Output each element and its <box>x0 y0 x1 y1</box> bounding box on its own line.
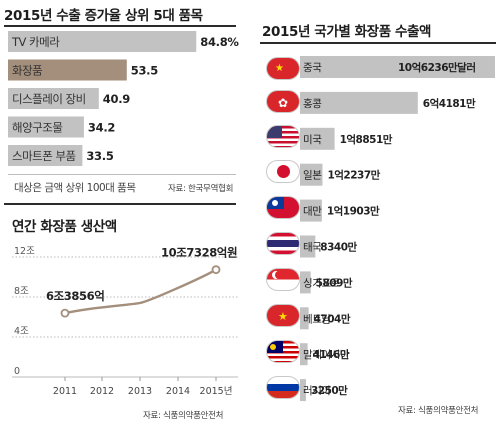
country-name-label: 홍콩 <box>303 97 322 110</box>
country-value-label: 3250만 <box>311 384 348 397</box>
growth-category-label: 화장품 <box>12 64 42 78</box>
growth-category-label: 디스플레이 장비 <box>12 92 86 106</box>
country-value-label: 10억6236만달러 <box>398 61 475 74</box>
line-y-tick-label: 4조 <box>14 326 29 337</box>
country-value-label: 4704만 <box>314 312 351 325</box>
export-growth-note: 대상은 금액 상위 100대 품목 <box>14 182 136 194</box>
line-x-tick-label: 2013 <box>128 386 152 397</box>
taiwan-flag-icon <box>266 196 300 219</box>
section-divider-rule <box>4 203 236 205</box>
country-export-title: 2015년 국가별 화장품 수출액 <box>262 24 432 40</box>
vietnam-flag-icon: ★ <box>266 304 300 327</box>
country-name-label: 중국 <box>303 62 322 74</box>
cosmetics-production-line-chart: 0 4조 8조 12조 2011 2012 2013 2014 2015년 6조3856억 10조7… <box>12 246 238 397</box>
growth-category-label: 스마트폰 부품 <box>12 149 76 163</box>
line-y-tick-label: 12조 <box>14 246 35 257</box>
growth-value-label: 34.2 <box>88 121 115 135</box>
growth-value-label: 53.5 <box>131 64 158 78</box>
growth-bar <box>8 31 197 52</box>
production-trend-line <box>64 268 217 315</box>
growth-bar <box>8 116 84 138</box>
cosmetics-production-title: 연간 화장품 생산액 <box>12 219 117 235</box>
export-growth-source: 자료: 한국무역협회 <box>168 184 234 194</box>
growth-category-label: TV 카메라 <box>11 35 60 49</box>
country-export-source: 자료: 식품의약품안전처 <box>398 406 479 416</box>
growth-value-label: 33.5 <box>86 149 113 163</box>
line-x-tick-label: 2014 <box>166 386 190 397</box>
country-bar <box>300 163 323 186</box>
country-value-label: 4146만 <box>313 348 350 361</box>
export-growth-title-rule <box>4 25 236 27</box>
country-bar <box>300 127 335 150</box>
line-y-tick-label: 0 <box>14 366 20 377</box>
country-value-label: 6억4181만 <box>423 97 476 110</box>
country-name-label: 미국 <box>303 134 322 146</box>
country-value-label: 1억2237만 <box>327 169 380 182</box>
country-name-label: 일본 <box>303 169 322 182</box>
country-bar <box>300 235 316 258</box>
export-growth-bottom-rule <box>8 174 236 175</box>
country-bar <box>300 199 322 222</box>
country-name-label: 태국 <box>303 242 322 254</box>
svg-text:✿: ✿ <box>278 96 288 110</box>
thailand-flag-icon <box>266 232 300 255</box>
production-end-annotation: 10조7328억원 <box>161 246 237 260</box>
production-point <box>60 308 70 318</box>
usa-flag-icon <box>266 125 300 148</box>
country-value-label: 5809만 <box>316 276 353 289</box>
growth-bar <box>8 145 83 166</box>
malaysia-flag-icon <box>266 340 300 363</box>
production-start-annotation: 6조3856억 <box>46 289 104 303</box>
export-growth-title: 2015년 수출 증가율 상위 5대 품목 <box>4 8 203 24</box>
country-value-label: 1억8851만 <box>340 133 393 146</box>
svg-text:★: ★ <box>278 310 288 323</box>
country-name-label: 베트남 <box>303 313 332 325</box>
growth-bar <box>8 59 127 81</box>
line-x-tick-label: 2011 <box>53 386 77 397</box>
line-y-tick-label: 8조 <box>14 286 29 297</box>
china-flag-icon: ★ <box>266 57 300 80</box>
production-point <box>211 265 221 275</box>
export-growth-bar-chart: TV 카메라 84.8% 화장품 53.5 디스플레이 장비 40.9 해양구조물 34.2 스… <box>8 31 240 166</box>
country-name-label: 대만 <box>303 206 322 218</box>
country-bar <box>300 271 311 294</box>
growth-category-label: 해양구조물 <box>12 121 62 135</box>
country-bar <box>300 91 418 114</box>
country-name-label: 말레이시아 <box>303 349 350 361</box>
country-name-label: 러시아 <box>303 385 332 397</box>
hong-kong-flag-icon: ✿ <box>266 90 300 113</box>
line-x-tick-label: 2015년 <box>200 386 233 397</box>
singapore-flag-icon <box>266 268 300 291</box>
country-value-label: 1억1903만 <box>327 205 380 218</box>
country-export-title-rule <box>260 42 496 44</box>
country-value-label: 8340만 <box>320 241 357 254</box>
country-bar <box>300 379 306 402</box>
country-bar <box>300 307 309 330</box>
country-bar <box>300 56 495 78</box>
cosmetics-production-source: 자료: 식품의약품안전처 <box>143 411 224 421</box>
japan-flag-icon <box>266 160 300 183</box>
country-bar <box>300 343 308 366</box>
growth-value-label: 40.9 <box>103 92 130 106</box>
line-x-tick-label: 2012 <box>90 386 114 397</box>
svg-text:★: ★ <box>275 63 284 74</box>
growth-bar <box>8 88 99 109</box>
country-name-label: 싱가포르 <box>303 277 341 289</box>
russia-flag-icon <box>266 376 300 399</box>
growth-value-label: 84.8% <box>200 35 239 49</box>
